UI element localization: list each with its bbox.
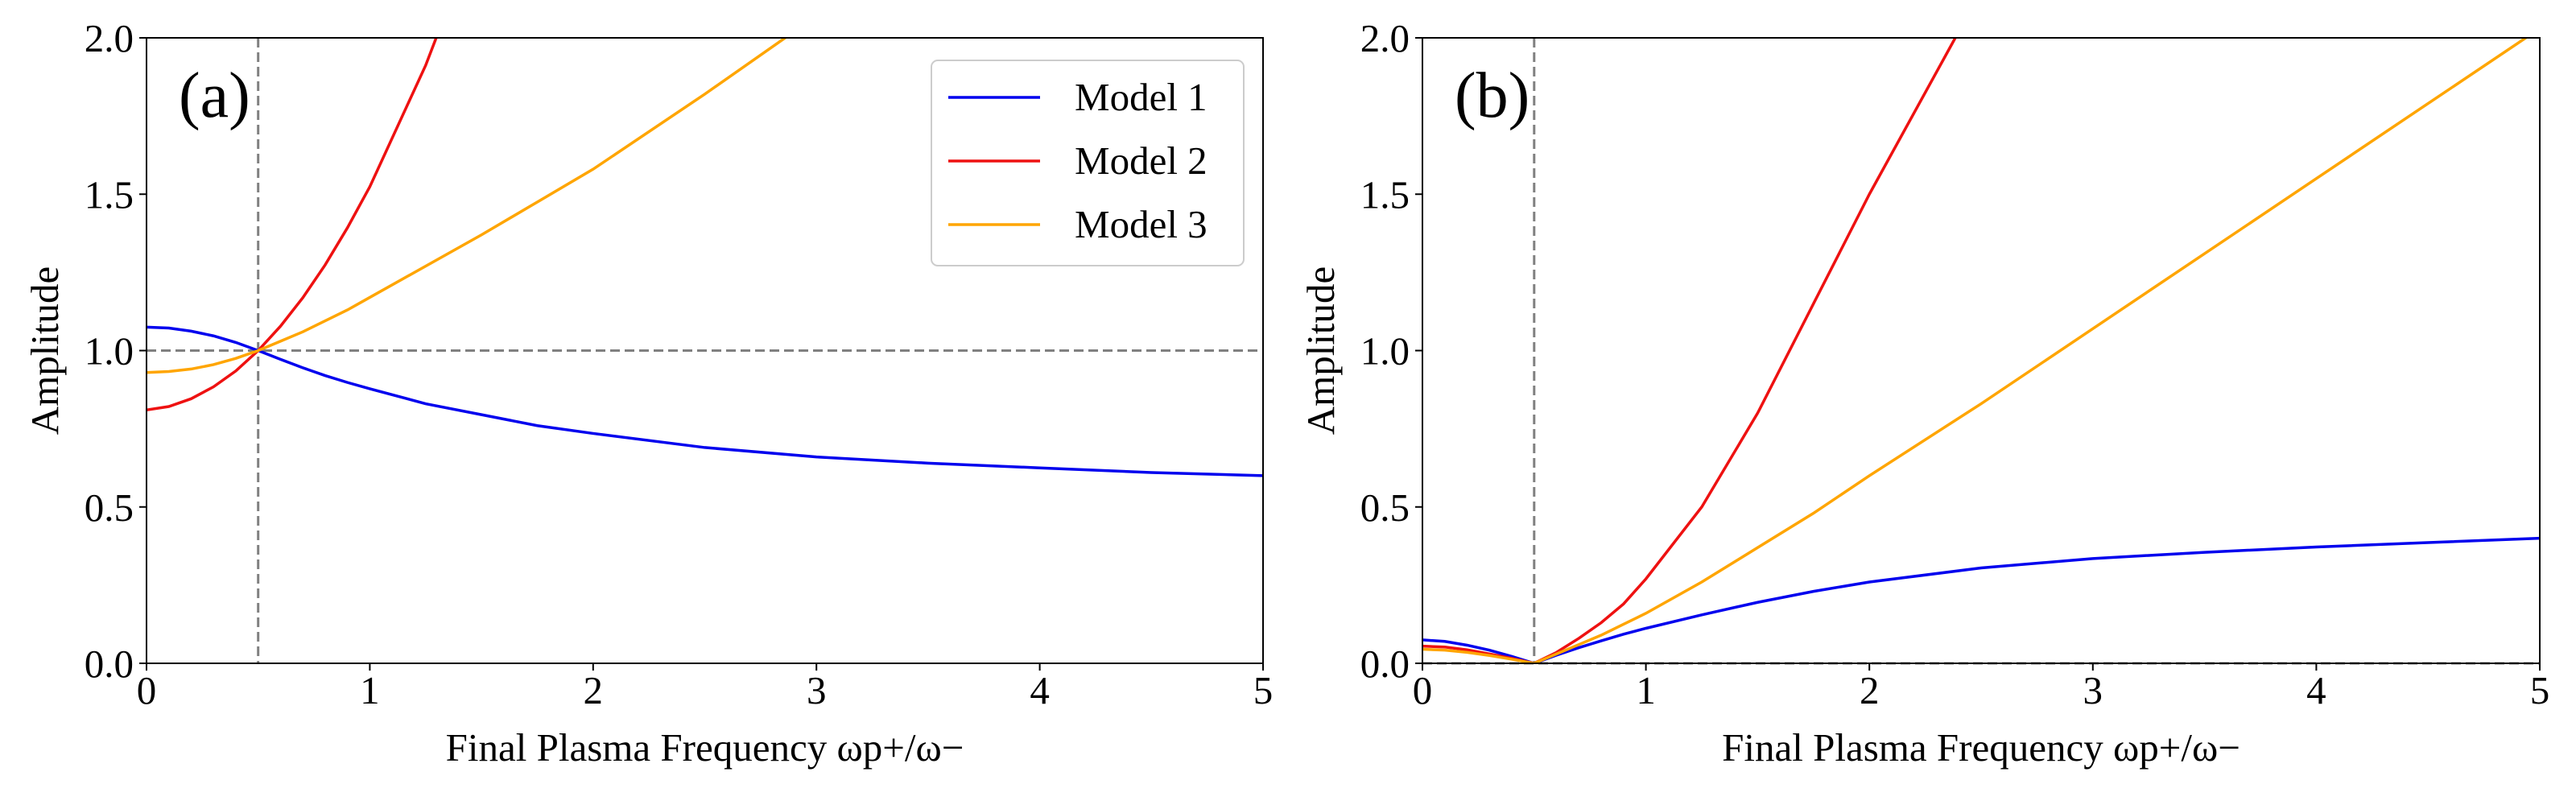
x-tick-label: 1 <box>1636 668 1656 712</box>
x-tick-label: 4 <box>1030 668 1050 712</box>
y-tick-label: 0.5 <box>1360 485 1410 530</box>
y-tick-label: 1.5 <box>1360 172 1410 217</box>
y-tick-label: 1.0 <box>1360 329 1410 374</box>
panel: 0 1 2 3 4 5 0.0 0.5 1.0 1.5 2.0 Final Plasma Freque… <box>23 16 1274 770</box>
x-tick-label: 2 <box>1860 668 1880 712</box>
panel-label: (b) <box>1455 60 1530 131</box>
series-line <box>1422 38 1957 663</box>
y-axis-label: Amplitude <box>1298 266 1343 436</box>
y-tick-label: 1.0 <box>85 329 134 374</box>
series-line <box>147 325 1263 477</box>
x-tick-label: 3 <box>807 668 827 712</box>
x-tick-label: 4 <box>2306 668 2326 712</box>
y-tick-label: 2.0 <box>85 16 134 60</box>
y-tick-label: 0.0 <box>1360 642 1410 686</box>
x-tick-label: 5 <box>1253 668 1274 712</box>
x-tick-label: 5 <box>2530 668 2550 712</box>
x-axis-label: Final Plasma Frequency ωp+/ω− <box>1722 725 2240 770</box>
y-tick-label: 0.0 <box>85 642 134 686</box>
series-line <box>147 38 438 412</box>
legend-label: Model 3 <box>1075 202 1208 246</box>
y-tick-label: 2.0 <box>1360 16 1410 60</box>
lines <box>147 38 1263 477</box>
y-axis-label: Amplitude <box>23 266 67 436</box>
x-axis-label: Final Plasma Frequency ωp+/ω− <box>446 725 964 770</box>
series-line <box>147 38 788 374</box>
legend-label: Model 2 <box>1075 138 1208 183</box>
series-line <box>1422 536 2540 663</box>
x-tick-label: 0 <box>137 668 157 712</box>
panel-label: (a) <box>179 60 250 131</box>
x-tick-label: 3 <box>2083 668 2103 712</box>
axes-frame <box>1422 37 2541 664</box>
legend-box <box>931 60 1245 266</box>
x-tick-label: 1 <box>360 668 380 712</box>
series-line <box>1422 38 2529 663</box>
x-tick-label: 0 <box>1413 668 1433 712</box>
y-tick-label: 0.5 <box>85 485 134 530</box>
x-tick-label: 2 <box>584 668 604 712</box>
panel: 0 1 2 3 4 5 0.0 0.5 1.0 1.5 2.0 Final Plasma Freque… <box>1298 16 2550 770</box>
legend-label: Model 1 <box>1075 75 1208 119</box>
y-tick-label: 1.5 <box>85 172 134 217</box>
lines <box>1422 38 2540 663</box>
